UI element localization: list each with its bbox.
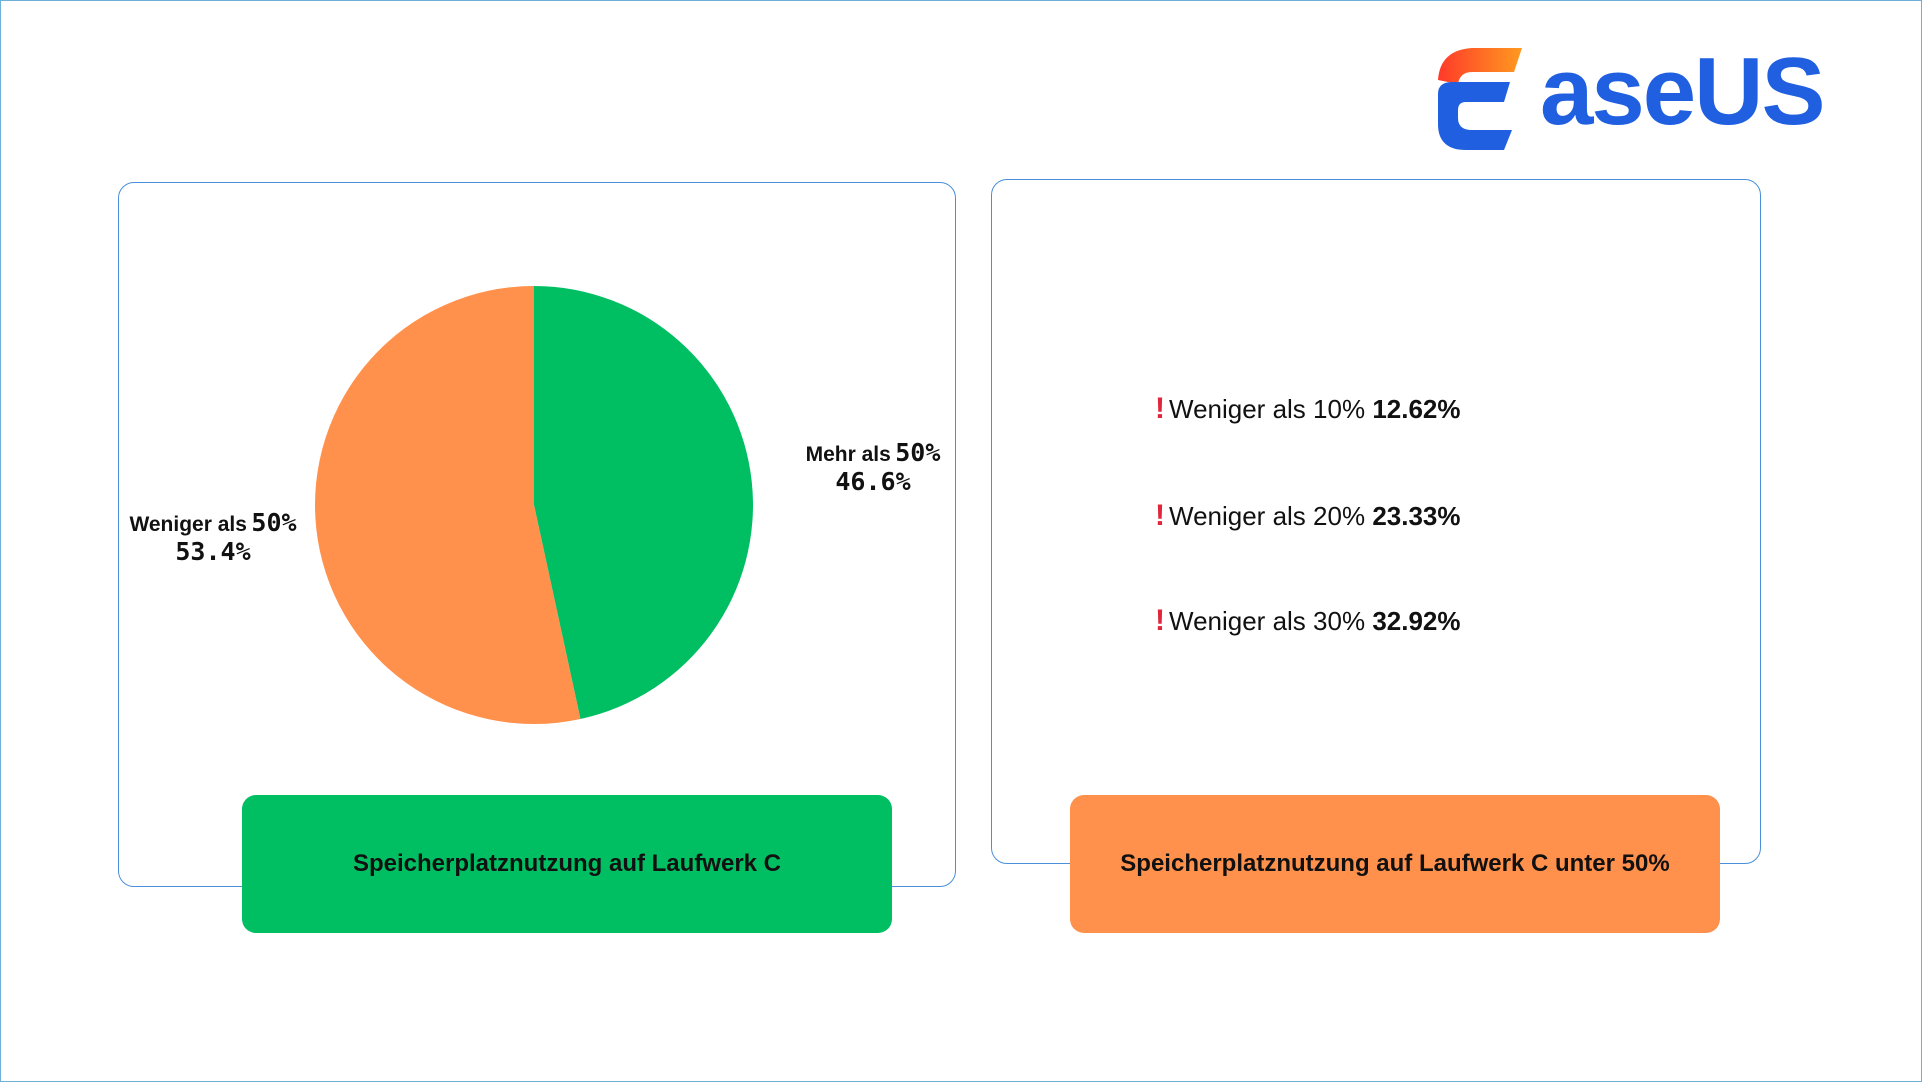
slice-label-text: Mehr als bbox=[805, 443, 891, 466]
stat-row-20: ! Weniger als 20% 23.33% bbox=[1155, 499, 1461, 533]
exclamation-icon: ! bbox=[1155, 499, 1165, 532]
slice-label-threshold: 50% bbox=[895, 438, 941, 467]
stat-row-30: ! Weniger als 30% 32.92% bbox=[1155, 604, 1461, 638]
stat-label: Weniger als 10% bbox=[1169, 394, 1366, 424]
pie-slice-mehr-als-50 bbox=[534, 286, 753, 720]
breakdown-caption: Speicherplatznutzung auf Laufwerk C unte… bbox=[1070, 795, 1720, 933]
slice-value-label: 53.4% bbox=[175, 537, 251, 566]
chart-caption: Speicherplatznutzung auf Laufwerk C bbox=[242, 795, 892, 933]
stat-value: 32.92% bbox=[1372, 606, 1461, 636]
exclamation-icon: ! bbox=[1155, 604, 1165, 637]
pie-slice-weniger-als-50 bbox=[314, 286, 581, 724]
exclamation-icon: ! bbox=[1155, 392, 1165, 425]
slice-value-label: 46.6% bbox=[835, 467, 911, 496]
stat-row-10: ! Weniger als 10% 12.62% bbox=[1155, 392, 1461, 426]
stat-value: 12.62% bbox=[1372, 394, 1461, 424]
slice-label-weniger: Weniger als 50% 53.4% bbox=[120, 508, 306, 566]
slice-label-mehr: Mehr als 50% 46.6% bbox=[788, 438, 958, 496]
logo-wordmark: aseUS bbox=[1540, 38, 1826, 145]
slice-label-text: Weniger als bbox=[129, 513, 247, 536]
slice-label-threshold: 50% bbox=[251, 508, 297, 537]
stat-value: 23.33% bbox=[1372, 501, 1461, 531]
easeus-e-logo-icon bbox=[1438, 48, 1522, 150]
stat-label: Weniger als 30% bbox=[1169, 606, 1366, 636]
breakdown-panel bbox=[991, 179, 1761, 864]
easeus-logo: aseUS bbox=[1432, 38, 1826, 156]
stat-label: Weniger als 20% bbox=[1169, 501, 1366, 531]
